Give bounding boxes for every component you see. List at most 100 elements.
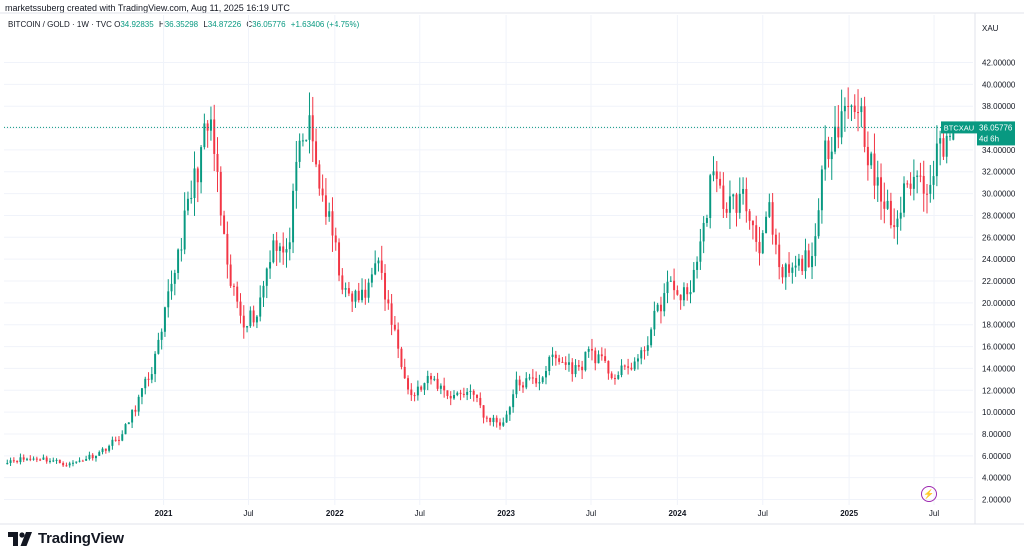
price-tick-label: 4.00000 bbox=[982, 474, 1011, 483]
candle-body bbox=[820, 169, 823, 211]
candle-body bbox=[232, 285, 235, 287]
candle-body bbox=[728, 196, 731, 213]
candle-body bbox=[200, 147, 203, 183]
candle-body bbox=[68, 463, 71, 466]
ticker-label: BTCXAU bbox=[944, 123, 974, 132]
candle-body bbox=[94, 455, 97, 459]
time-tick-label: Jul bbox=[758, 509, 768, 518]
candle-body bbox=[906, 183, 909, 185]
candle-body bbox=[636, 358, 639, 362]
candle-body bbox=[298, 140, 301, 162]
flash-icon[interactable]: ⚡ bbox=[921, 486, 937, 502]
candle-body bbox=[847, 105, 850, 108]
candle-body bbox=[873, 153, 876, 186]
candle-body bbox=[26, 458, 28, 460]
candle-body bbox=[423, 383, 426, 390]
candle-body bbox=[659, 304, 662, 312]
candle-body bbox=[223, 215, 226, 234]
candle-body bbox=[71, 462, 74, 464]
candle-body bbox=[318, 164, 321, 189]
candle-body bbox=[226, 233, 229, 265]
candle-body bbox=[328, 211, 331, 217]
candle-body bbox=[689, 292, 692, 295]
candle-body bbox=[305, 139, 308, 141]
price-tick-label: 24.00000 bbox=[982, 255, 1016, 264]
candle-body bbox=[564, 362, 567, 365]
candle-body bbox=[374, 263, 377, 275]
candle-body bbox=[899, 212, 902, 219]
price-tick-label: 22.00000 bbox=[982, 277, 1016, 286]
candle-body bbox=[32, 458, 35, 460]
candle-body bbox=[561, 361, 564, 363]
candle-body bbox=[903, 183, 906, 213]
price-tick-label: 14.00000 bbox=[982, 364, 1016, 373]
candle-body bbox=[9, 460, 12, 463]
last-price-badge[interactable] bbox=[977, 121, 1015, 146]
candle-body bbox=[259, 297, 262, 317]
candle-body bbox=[607, 360, 610, 374]
chart-credit: marketssuberg created with TradingView.c… bbox=[5, 3, 290, 13]
candle-body bbox=[495, 417, 498, 423]
candle-body bbox=[98, 452, 101, 456]
candle-body bbox=[949, 135, 951, 137]
candle-body bbox=[12, 460, 15, 462]
candle-body bbox=[196, 168, 199, 183]
candle-body bbox=[479, 397, 482, 406]
candle-body bbox=[709, 175, 712, 219]
candle-body bbox=[640, 350, 643, 359]
candle-body bbox=[604, 356, 607, 361]
candle-body bbox=[213, 119, 216, 154]
candle-body bbox=[932, 176, 935, 185]
candle-body bbox=[505, 414, 508, 423]
candle-body bbox=[104, 448, 107, 451]
candle-body bbox=[311, 115, 314, 142]
candle-body bbox=[590, 348, 593, 351]
candle-body bbox=[193, 168, 196, 198]
candle-body bbox=[75, 461, 78, 463]
candle-body bbox=[929, 184, 932, 194]
candle-body bbox=[347, 288, 350, 294]
price-tick-label: 16.00000 bbox=[982, 343, 1016, 352]
candle-body bbox=[512, 394, 515, 408]
candle-body bbox=[650, 329, 653, 346]
candle-body bbox=[807, 250, 810, 268]
low-label: L bbox=[203, 20, 208, 29]
candle-body bbox=[29, 458, 32, 460]
candle-body bbox=[719, 178, 722, 186]
candle-body bbox=[354, 290, 357, 302]
candle-body bbox=[663, 293, 666, 312]
candle-body bbox=[430, 375, 433, 380]
candle-body bbox=[469, 390, 472, 392]
currency-label[interactable]: XAU bbox=[982, 24, 999, 33]
ticker-badge[interactable] bbox=[941, 121, 977, 134]
open-value: 34.92835 bbox=[120, 20, 154, 29]
candle-body bbox=[834, 126, 837, 152]
candle-body bbox=[646, 345, 649, 351]
candle-body bbox=[577, 365, 580, 367]
candle-body bbox=[387, 299, 390, 304]
price-tick-label: 18.00000 bbox=[982, 321, 1016, 330]
price-tick-label: 30.00000 bbox=[982, 190, 1016, 199]
low-value: 34.87226 bbox=[207, 20, 242, 29]
candle-body bbox=[134, 409, 137, 412]
candle-body bbox=[216, 153, 219, 172]
candle-body bbox=[177, 249, 180, 273]
candle-body bbox=[679, 294, 682, 301]
candle-body bbox=[485, 417, 488, 419]
candle-body bbox=[544, 371, 547, 378]
candle-body bbox=[518, 379, 521, 386]
candle-body bbox=[554, 354, 557, 359]
candle-body bbox=[952, 127, 955, 140]
candle-body bbox=[252, 310, 255, 323]
candle-body bbox=[278, 246, 281, 251]
candle-body bbox=[45, 457, 48, 462]
symbol-label[interactable]: BITCOIN / GOLD · 1W · TVC bbox=[8, 20, 112, 29]
candle-body bbox=[295, 161, 298, 191]
candle-body bbox=[735, 194, 738, 213]
candle-body bbox=[52, 460, 55, 462]
candle-body bbox=[567, 362, 570, 365]
candle-body bbox=[817, 210, 820, 237]
candle-body bbox=[755, 225, 758, 242]
candle-body bbox=[824, 140, 827, 170]
